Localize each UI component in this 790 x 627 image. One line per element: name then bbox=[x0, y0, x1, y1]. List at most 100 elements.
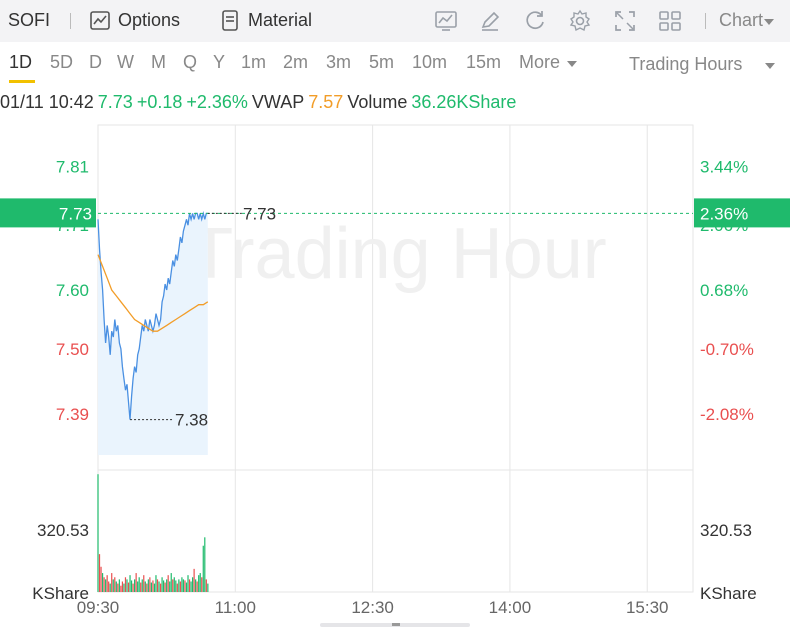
tab-1m[interactable]: 1m bbox=[241, 52, 267, 72]
tab-m[interactable]: M bbox=[151, 52, 166, 72]
volume-bar bbox=[134, 579, 136, 592]
quote-change: +0.18 bbox=[136, 92, 183, 112]
tab-w[interactable]: W bbox=[117, 52, 134, 72]
volume-bar bbox=[106, 575, 108, 592]
chart-type-button[interactable]: Chart bbox=[719, 10, 764, 30]
volume-bar bbox=[173, 577, 175, 592]
volume-bar bbox=[152, 580, 154, 592]
chevron-down-icon[interactable] bbox=[765, 63, 775, 69]
options-icon[interactable] bbox=[88, 8, 114, 34]
layout-icon[interactable] bbox=[657, 8, 683, 34]
volume-bar bbox=[97, 474, 99, 592]
volume-bar bbox=[201, 577, 203, 592]
volume-bar bbox=[187, 575, 189, 592]
volume-bar bbox=[205, 579, 207, 592]
fullscreen-icon[interactable] bbox=[612, 8, 638, 34]
x-tick-label: 09:30 bbox=[77, 598, 120, 617]
volume-label: Volume bbox=[347, 92, 408, 112]
volume-bar bbox=[169, 581, 171, 592]
high-annotation-label: 7.73 bbox=[243, 204, 276, 223]
chevron-down-icon[interactable] bbox=[567, 61, 577, 67]
tab-d[interactable]: D bbox=[89, 52, 102, 72]
volume-bar bbox=[140, 582, 142, 592]
quote-change-pct: +2.36% bbox=[186, 92, 248, 112]
current-pct-label: 2.36% bbox=[700, 204, 748, 223]
volume-bar bbox=[161, 577, 163, 592]
volume-bar bbox=[175, 580, 177, 592]
chevron-down-icon[interactable] bbox=[764, 19, 774, 25]
price-area-fill bbox=[98, 213, 208, 455]
y-tick-label-left: 7.50 bbox=[56, 340, 89, 359]
volume-bar bbox=[182, 579, 185, 592]
volume-bar bbox=[163, 580, 165, 592]
volume-bar bbox=[123, 583, 125, 592]
volume-bar bbox=[159, 583, 162, 592]
volume-bar bbox=[105, 579, 107, 592]
volume-bar bbox=[167, 575, 169, 592]
tab-5m[interactable]: 5m bbox=[369, 52, 395, 72]
tab-q[interactable]: Q bbox=[183, 52, 198, 72]
volume-bar bbox=[121, 581, 124, 592]
tab-3m[interactable]: 3m bbox=[326, 52, 352, 72]
current-pct-tag-right bbox=[694, 198, 790, 228]
settings-icon[interactable] bbox=[567, 8, 593, 34]
y-tick-label-left: 7.60 bbox=[56, 281, 89, 300]
y-tick-label-left: 7.39 bbox=[56, 405, 89, 424]
tab-15m[interactable]: 15m bbox=[466, 52, 502, 72]
volume-bar bbox=[202, 545, 204, 592]
session-select[interactable]: Trading Hours bbox=[629, 54, 743, 74]
volume-bar bbox=[185, 582, 188, 592]
y-tick-label-left: 7.81 bbox=[56, 157, 89, 176]
y-tick-label-right: -2.08% bbox=[700, 405, 754, 424]
material-button[interactable]: Material bbox=[248, 10, 313, 30]
volume-axis-label-right: 320.53 bbox=[700, 521, 752, 540]
volume-bar bbox=[112, 579, 114, 592]
volume-bar bbox=[138, 577, 140, 592]
vwap-series-line bbox=[97, 254, 209, 332]
y-tick-label-right: -0.70% bbox=[700, 340, 754, 359]
volume-bar bbox=[130, 580, 133, 592]
options-button[interactable]: Options bbox=[118, 10, 181, 30]
chart-watermark: Trading Hour bbox=[189, 214, 607, 294]
volume-bar bbox=[176, 583, 178, 592]
volume-bar bbox=[181, 577, 183, 592]
tab-1d[interactable]: 1D bbox=[9, 52, 33, 72]
volume-bar bbox=[204, 537, 206, 592]
volume-bar bbox=[126, 579, 128, 592]
material-icon[interactable] bbox=[218, 8, 244, 34]
volume-bar bbox=[195, 579, 197, 592]
refresh-icon[interactable] bbox=[522, 8, 548, 34]
draw-icon[interactable] bbox=[477, 8, 503, 34]
tab-2m[interactable]: 2m bbox=[283, 52, 309, 72]
toolbar-separator bbox=[70, 13, 71, 29]
volume-bar bbox=[198, 575, 200, 592]
volume-bar bbox=[178, 579, 180, 592]
tab-more[interactable]: More bbox=[519, 52, 561, 72]
volume-bar bbox=[117, 583, 119, 592]
volume-bar bbox=[193, 568, 195, 592]
volume-bar bbox=[150, 582, 152, 592]
tab-y[interactable]: Y bbox=[213, 52, 226, 72]
volume-bar bbox=[127, 582, 130, 592]
vwap-value: 7.57 bbox=[308, 92, 344, 112]
volume-value: 36.26KShare bbox=[411, 92, 517, 112]
volume-bar bbox=[143, 575, 145, 592]
x-tick-label: 12:30 bbox=[351, 598, 394, 617]
scrollbar-grip[interactable] bbox=[392, 623, 400, 626]
tab-5d[interactable]: 5D bbox=[50, 52, 74, 72]
volume-bar bbox=[124, 577, 127, 592]
volume-bar bbox=[101, 573, 104, 592]
x-tick-label: 11:00 bbox=[215, 598, 256, 617]
tab-10m[interactable]: 10m bbox=[412, 52, 448, 72]
top-toolbar: SOFI Options Material Chart bbox=[0, 0, 790, 42]
symbol-ticker[interactable]: SOFI bbox=[8, 10, 51, 30]
volume-bar bbox=[137, 581, 139, 592]
volume-bar bbox=[111, 573, 113, 592]
period-tabs: 1D 5D D W M Q Y 1m 2m 3m 5m 10m 15m More… bbox=[0, 42, 790, 86]
volume-bar bbox=[188, 579, 191, 592]
volume-bar bbox=[146, 583, 148, 592]
indicator-icon[interactable] bbox=[433, 8, 459, 34]
volume-bar bbox=[144, 581, 146, 592]
vwap-label: VWAP bbox=[251, 92, 305, 112]
